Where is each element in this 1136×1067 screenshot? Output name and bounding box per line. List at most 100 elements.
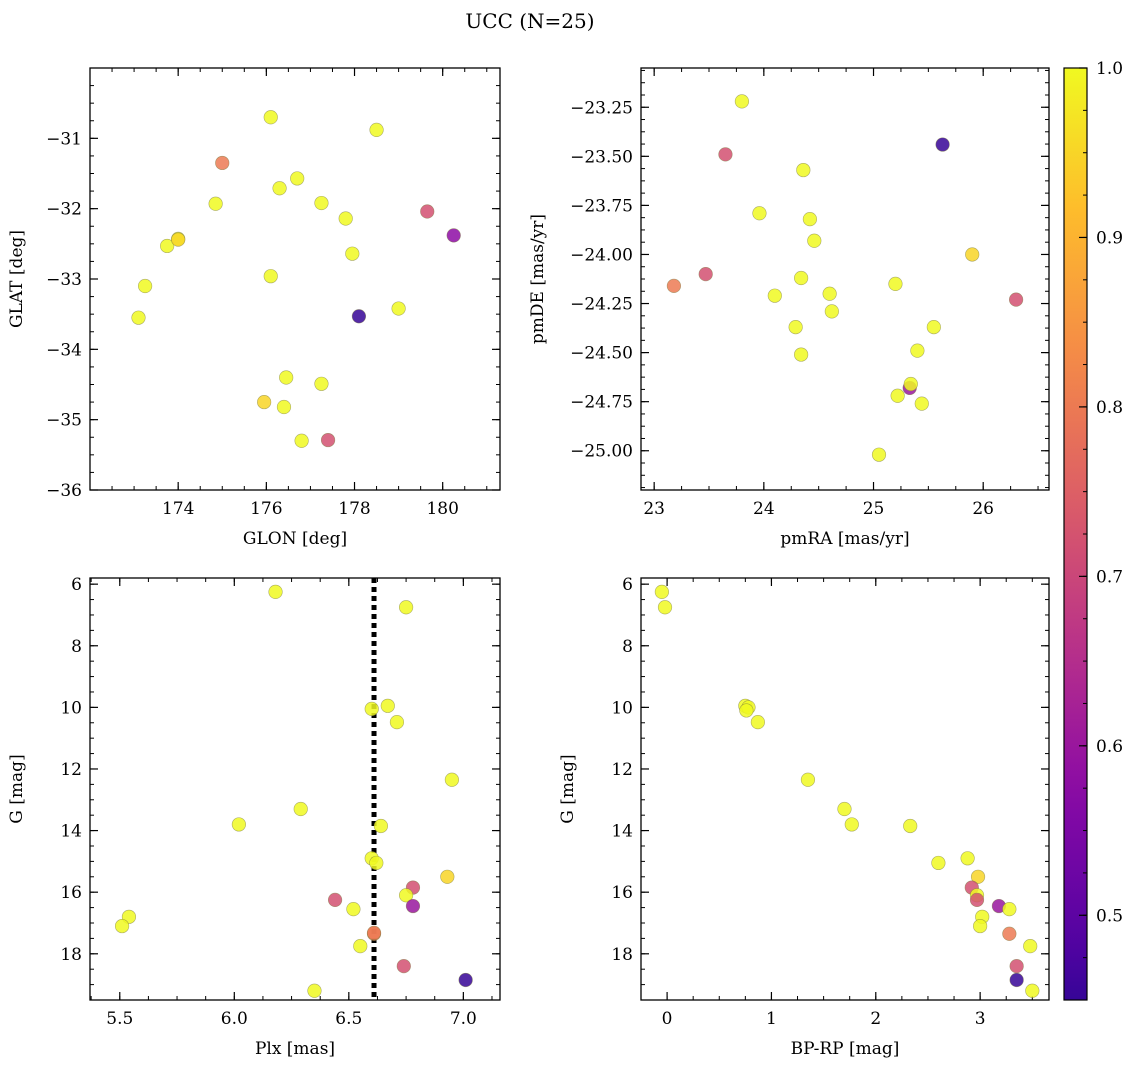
x-tick-label: 180 [426, 499, 458, 519]
data-point [138, 278, 153, 294]
data-point [1009, 959, 1024, 974]
data-point [969, 892, 985, 907]
x-axis-label: Plx [mas] [255, 1039, 335, 1059]
data-point [926, 319, 941, 335]
x-tick-label: 6.0 [221, 1009, 248, 1029]
data-point [824, 304, 839, 319]
data-point [698, 266, 713, 282]
data-point [171, 232, 186, 247]
x-tick-label: 174 [162, 499, 194, 519]
data-point [458, 972, 473, 988]
scatter-points [131, 110, 461, 448]
data-point [290, 171, 305, 186]
data-point [794, 347, 809, 362]
data-point [444, 772, 459, 787]
data-point [391, 301, 406, 316]
y-tick-label: 18 [60, 945, 82, 965]
x-tick-label: 176 [250, 499, 282, 519]
data-point [231, 817, 246, 832]
data-point [314, 195, 329, 211]
data-point [131, 310, 146, 325]
x-tick-label: 1 [766, 1009, 777, 1029]
y-axis-label: G [mag] [558, 754, 578, 823]
y-tick-label: −24.25 [570, 295, 633, 315]
y-tick-label: 12 [60, 760, 82, 780]
scatter-points [654, 584, 1040, 998]
y-tick-label: −25.00 [570, 442, 633, 462]
x-tick-label: 25 [863, 499, 885, 519]
data-point [788, 319, 803, 335]
data-point [718, 147, 733, 162]
data-point [208, 196, 223, 211]
data-point [666, 278, 682, 293]
data-point [307, 983, 322, 998]
data-point [965, 247, 980, 262]
colorbar-tick-label: 0.5 [1096, 906, 1123, 926]
x-tick-label: 5.5 [106, 1009, 133, 1029]
scatter-points [114, 584, 473, 998]
data-point [1009, 972, 1024, 988]
x-axis-label: pmRA [mas/yr] [780, 529, 909, 549]
data-point [970, 869, 986, 884]
data-point [114, 918, 130, 934]
x-tick-label: 2 [870, 1009, 881, 1029]
data-point [890, 388, 905, 403]
y-axis-label: GLAT [deg] [7, 230, 27, 328]
data-point [346, 902, 361, 917]
data-point [268, 584, 283, 599]
data-point [796, 162, 811, 178]
data-point [935, 137, 950, 152]
axes-frame [640, 67, 1050, 491]
y-tick-label: 6 [622, 575, 633, 595]
data-point [389, 715, 405, 730]
data-point [657, 600, 673, 615]
data-point [903, 818, 918, 834]
y-tick-label: −35 [46, 411, 82, 431]
axes-frame [89, 67, 501, 491]
colorbar-tick-label: 0.7 [1096, 567, 1123, 587]
colorbar-tick-label: 0.9 [1096, 228, 1123, 248]
x-tick-label: 24 [753, 499, 775, 519]
y-tick-label: −24.00 [570, 245, 633, 265]
data-point [903, 376, 918, 392]
panel-3: 5.5 6.0 6.5 7.0 6 8 10 12 14 16 18 Plx [mas] G [mag] [7, 575, 501, 1059]
data-point [276, 399, 292, 415]
data-point [750, 715, 765, 730]
y-axis-label: G [mag] [7, 754, 27, 823]
data-point [215, 155, 230, 171]
axes-frame [640, 577, 1050, 1001]
y-tick-label: −24.75 [570, 393, 633, 413]
y-tick-label: −32 [46, 200, 82, 220]
y-tick-label: 16 [60, 883, 82, 903]
y-tick-label: −31 [46, 129, 82, 149]
colorbar-tick-label: 1.0 [1096, 59, 1123, 79]
x-tick-label: 6.5 [335, 1009, 362, 1029]
data-point [767, 288, 782, 303]
data-point [279, 370, 294, 385]
y-tick-label: −33 [46, 270, 82, 290]
x-axis-label: BP-RP [mag] [791, 1039, 900, 1059]
colorbar: 0.5 0.6 0.7 0.8 0.9 1.0 [1063, 59, 1123, 1001]
data-point [910, 343, 925, 358]
data-point [837, 801, 852, 817]
data-point [807, 233, 822, 248]
data-point [373, 818, 388, 834]
data-point [380, 698, 395, 713]
panel-2: 23 24 25 26 −25.00 −24.75 −24.50 −24.25 −24.00 −2… [528, 67, 1050, 549]
data-point [440, 869, 455, 884]
x-tick-label: 3 [975, 1009, 986, 1029]
data-point [398, 600, 414, 615]
data-point [338, 211, 353, 226]
x-tick-label: 26 [972, 499, 994, 519]
data-point [366, 925, 382, 940]
x-tick-label: 7.0 [450, 1009, 477, 1029]
y-tick-label: −24.50 [570, 344, 633, 364]
data-point [314, 376, 329, 391]
x-tick-label: 23 [643, 499, 665, 519]
data-point [1002, 926, 1017, 941]
plot-area [90, 578, 500, 1000]
data-point [1023, 938, 1038, 954]
data-point [734, 94, 750, 109]
